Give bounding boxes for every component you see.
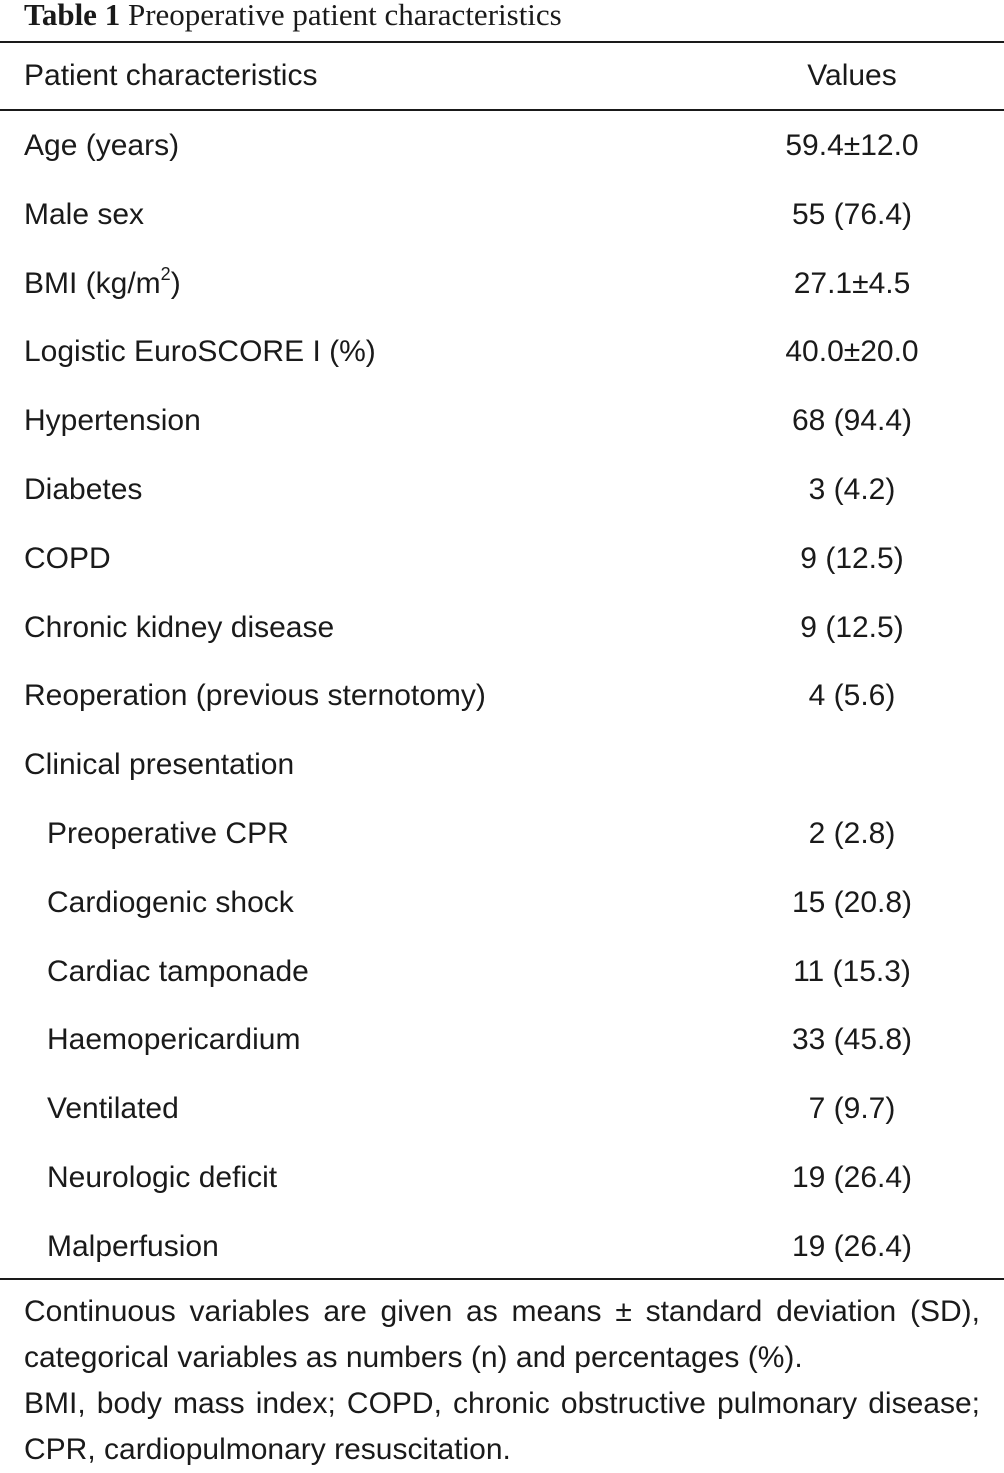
table-row: Hypertension 68 (94.4) xyxy=(0,387,1004,455)
footnote-line-abbreviations: BMI, body mass index; COPD, chronic obst… xyxy=(24,1387,980,1466)
table-row: Diabetes 3 (4.2) xyxy=(0,456,1004,524)
row-label: Preoperative CPR xyxy=(47,817,289,850)
row-label: Ventilated xyxy=(47,1092,179,1126)
row-label: Haemopericardium xyxy=(47,1023,301,1057)
table-row: Cardiac tamponade 11 (15.3) xyxy=(0,938,1004,1006)
column-header-values: Values xyxy=(807,59,897,92)
row-value: 19 (26.4) xyxy=(791,1161,913,1194)
row-value: 40.0±20.0 xyxy=(785,335,919,369)
row-label: Diabetes xyxy=(24,473,143,506)
header-rule xyxy=(0,109,1004,111)
table-row: Haemopericardium 33 (45.8) xyxy=(0,1006,1004,1074)
row-value: 27.1±4.5 xyxy=(793,266,911,300)
row-label: Logistic EuroSCORE I (%) xyxy=(24,335,376,369)
row-value: 19 (26.4) xyxy=(791,1229,913,1263)
table-number: Table 1 xyxy=(24,0,121,32)
bottom-rule xyxy=(0,1278,1004,1280)
row-label: Cardiogenic shock xyxy=(47,885,294,919)
row-value: 7 (9.7) xyxy=(808,1092,896,1126)
row-label: Malperfusion xyxy=(47,1229,219,1263)
row-value: 55 (76.4) xyxy=(791,197,913,231)
row-label: Neurologic deficit xyxy=(47,1161,278,1194)
top-rule xyxy=(0,41,1004,43)
table-caption: Table 1 Preoperative patient characteris… xyxy=(24,0,562,34)
row-value: 3 (4.2) xyxy=(808,473,896,506)
row-value: 9 (12.5) xyxy=(800,541,904,575)
row-value: 9 (12.5) xyxy=(800,610,904,644)
row-value: 68 (94.4) xyxy=(791,404,913,438)
row-value: 2 (2.8) xyxy=(808,817,896,850)
table-row: Cardiogenic shock 15 (20.8) xyxy=(0,869,1004,937)
row-label: Male sex xyxy=(24,197,145,231)
row-label: COPD xyxy=(24,541,111,575)
table-row: Preoperative CPR 2 (2.8) xyxy=(0,800,1004,868)
table-row: Ventilated 7 (9.7) xyxy=(0,1075,1004,1143)
table-row: Age (years) 59.4±12.0 xyxy=(0,112,1004,180)
table-row: Reoperation (previous sternotomy) 4 (5.6) xyxy=(0,662,1004,730)
table-title: Preoperative patient characteristics xyxy=(127,0,562,32)
table-row: Malperfusion 19 (26.4) xyxy=(0,1213,1004,1281)
row-value: 4 (5.6) xyxy=(808,679,896,713)
row-value: 15 (20.8) xyxy=(791,885,913,919)
table-row: Logistic EuroSCORE I (%) 40.0±20.0 xyxy=(0,318,1004,386)
column-header-characteristics: Patient characteristics xyxy=(24,59,318,92)
footnote-line-definitions: Continuous variables are given as means … xyxy=(24,1295,980,1374)
row-value: 59.4±12.0 xyxy=(785,129,919,162)
row-label: Cardiac tamponade xyxy=(47,954,309,988)
table-row: Clinical presentation xyxy=(0,731,1004,799)
table-row: BMI (kg/m2) 27.1±4.5 xyxy=(0,250,1004,318)
row-label: Reoperation (previous sternotomy) xyxy=(24,679,486,713)
table-row: Neurologic deficit 19 (26.4) xyxy=(0,1144,1004,1212)
row-value: 33 (45.8) xyxy=(791,1023,913,1057)
row-label: BMI (kg/m2) xyxy=(24,263,181,300)
row-label: Clinical presentation xyxy=(24,748,295,782)
table-row: Male sex 55 (76.4) xyxy=(0,181,1004,249)
row-value: 11 (15.3) xyxy=(793,954,911,988)
row-label: Chronic kidney disease xyxy=(24,610,335,644)
row-label: Age (years) xyxy=(24,129,180,162)
table-row: COPD 9 (12.5) xyxy=(0,525,1004,593)
table-footnote: Continuous variables are given as means … xyxy=(24,1289,980,1473)
row-label: Hypertension xyxy=(24,404,201,438)
table-row: Chronic kidney disease 9 (12.5) xyxy=(0,594,1004,662)
